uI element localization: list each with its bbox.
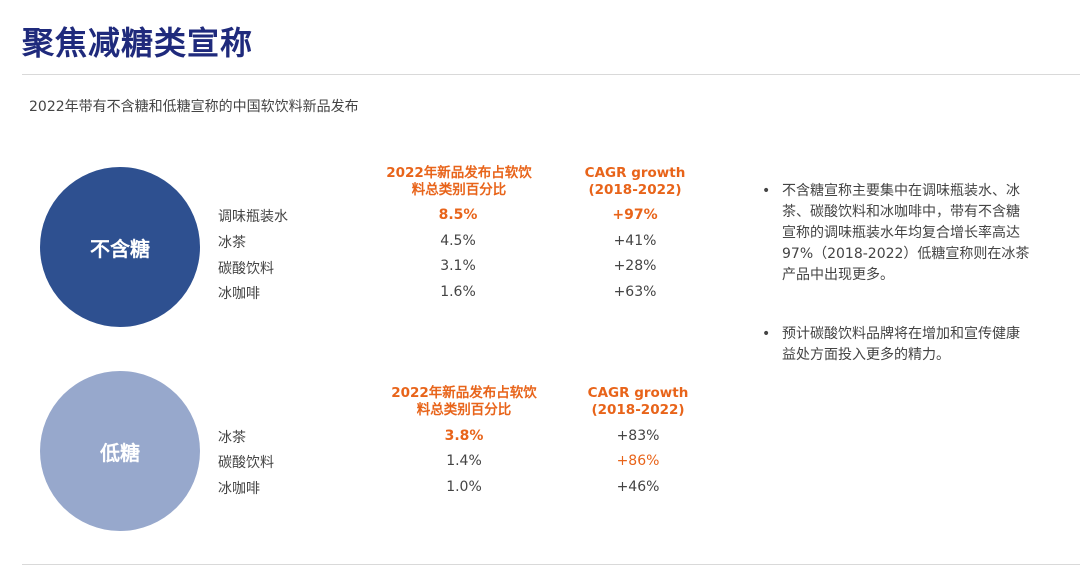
row-name: 冰咖啡: [218, 286, 260, 302]
share-header-2-line1: 2022年新品发布占软饮: [391, 385, 537, 401]
cagr-header-2-line2: (2018-2022): [591, 402, 685, 418]
page-subtitle: 2022年带有不含糖和低糖宣称的中国软饮料新品发布: [29, 99, 359, 115]
bottom-divider: [22, 564, 1080, 565]
row-name: 碳酸饮料: [218, 261, 274, 277]
row-cagr: +97%: [612, 207, 658, 223]
title-divider: [22, 74, 1080, 75]
share-header-2-line2: 料总类别百分比: [416, 402, 512, 418]
row-name: 调味瓶装水: [218, 209, 288, 225]
low-sugar-circle: 低糖: [40, 371, 200, 531]
share-header-2: 2022年新品发布占软饮 料总类别百分比: [383, 385, 545, 419]
sugar-free-circle: 不含糖: [40, 167, 200, 327]
cagr-header-1-line2: (2018-2022): [588, 182, 682, 198]
low-sugar-label: 低糖: [100, 440, 140, 465]
row-share: 1.6%: [440, 284, 476, 300]
row-share: 4.5%: [440, 233, 476, 249]
share-header-1-line1: 2022年新品发布占软饮: [386, 165, 532, 181]
row-share: 1.4%: [446, 453, 482, 469]
bullet-icon: •: [762, 183, 771, 199]
sugar-free-label: 不含糖: [90, 236, 150, 261]
cagr-header-1-line1: CAGR growth: [584, 165, 686, 181]
row-cagr: +41%: [613, 233, 657, 249]
row-cagr: +46%: [616, 479, 660, 495]
row-share: 1.0%: [446, 479, 482, 495]
note-text: 不含糖宣称主要集中在调味瓶装水、冰茶、碳酸饮料和冰咖啡中，带有不含糖宣称的调味瓶…: [782, 183, 1030, 283]
note-item: • 预计碳酸饮料品牌将在增加和宣传健康益处方面投入更多的精力。: [762, 324, 1032, 366]
bullet-icon: •: [762, 326, 771, 342]
row-share: 3.1%: [440, 258, 476, 274]
row-cagr: +86%: [616, 453, 660, 469]
row-name: 冰茶: [218, 235, 246, 251]
note-text: 预计碳酸饮料品牌将在增加和宣传健康益处方面投入更多的精力。: [782, 326, 1020, 363]
notes-panel: • 不含糖宣称主要集中在调味瓶装水、冰茶、碳酸饮料和冰咖啡中，带有不含糖宣称的调…: [762, 181, 1032, 404]
row-cagr: +63%: [613, 284, 657, 300]
row-share: 3.8%: [444, 428, 484, 444]
row-share: 8.5%: [438, 207, 478, 223]
cagr-header-2-line1: CAGR growth: [587, 385, 689, 401]
row-cagr: +28%: [613, 258, 657, 274]
cagr-header-2: CAGR growth (2018-2022): [578, 385, 698, 419]
share-header-1-line2: 料总类别百分比: [411, 182, 507, 198]
share-header-1: 2022年新品发布占软饮 料总类别百分比: [378, 165, 540, 199]
row-name: 冰茶: [218, 430, 246, 446]
row-name: 冰咖啡: [218, 481, 260, 497]
row-name: 碳酸饮料: [218, 455, 274, 471]
cagr-header-1: CAGR growth (2018-2022): [575, 165, 695, 199]
row-cagr: +83%: [616, 428, 660, 444]
note-item: • 不含糖宣称主要集中在调味瓶装水、冰茶、碳酸饮料和冰咖啡中，带有不含糖宣称的调…: [762, 181, 1032, 286]
page-title: 聚焦减糖类宣称: [22, 24, 254, 62]
